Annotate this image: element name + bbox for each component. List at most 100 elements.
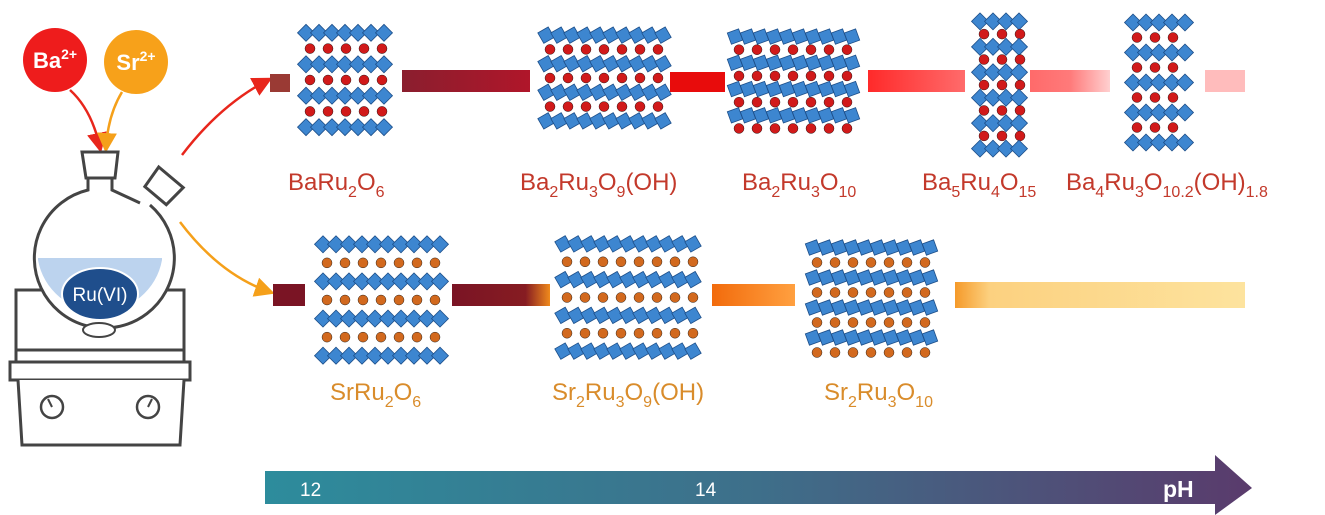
octahedron bbox=[537, 83, 555, 102]
octahedron bbox=[996, 63, 1016, 82]
atom bbox=[561, 292, 573, 303]
octahedron bbox=[309, 118, 329, 137]
octahedron bbox=[576, 54, 594, 73]
octahedron bbox=[378, 235, 398, 254]
atom bbox=[633, 292, 645, 303]
atom bbox=[597, 292, 609, 303]
octahedron bbox=[593, 306, 611, 325]
crystal-structure bbox=[296, 23, 396, 137]
octahedron bbox=[589, 112, 607, 130]
atom bbox=[411, 294, 423, 306]
crystal-structure bbox=[1123, 13, 1195, 152]
octahedron bbox=[921, 269, 939, 286]
octahedron bbox=[615, 83, 633, 102]
atom bbox=[1131, 92, 1143, 103]
atom bbox=[633, 328, 645, 339]
octahedron bbox=[593, 270, 611, 289]
atom bbox=[339, 294, 351, 306]
octahedron bbox=[970, 12, 990, 31]
octahedron bbox=[654, 112, 672, 130]
atom bbox=[597, 328, 609, 339]
bar-segment bbox=[868, 70, 965, 92]
phase-formula: SrRu2O6 bbox=[330, 379, 421, 411]
octahedron bbox=[606, 270, 624, 289]
octahedron bbox=[391, 346, 411, 365]
octahedron bbox=[352, 272, 372, 291]
atom bbox=[865, 257, 877, 268]
atom bbox=[321, 331, 333, 343]
octahedron bbox=[296, 118, 316, 137]
atom bbox=[340, 43, 352, 54]
octahedron bbox=[602, 83, 620, 102]
atom bbox=[769, 70, 781, 82]
formula-text: Ru bbox=[780, 169, 811, 196]
octahedron bbox=[365, 309, 385, 328]
octahedron bbox=[554, 270, 572, 289]
atom bbox=[633, 256, 645, 267]
atom bbox=[919, 257, 931, 268]
atom bbox=[634, 44, 646, 55]
octahedron bbox=[348, 118, 368, 137]
octahedron bbox=[684, 235, 702, 253]
atom bbox=[561, 256, 573, 267]
octahedron bbox=[1123, 13, 1143, 32]
formula-text: O bbox=[897, 379, 916, 406]
octahedron bbox=[589, 83, 607, 102]
octahedron bbox=[1149, 103, 1169, 122]
atom bbox=[787, 96, 799, 108]
octahedron bbox=[921, 329, 939, 346]
octahedron bbox=[645, 342, 663, 360]
octahedron bbox=[996, 139, 1016, 158]
octahedron bbox=[843, 107, 861, 124]
subscript: 2 bbox=[771, 184, 780, 201]
octahedron bbox=[658, 235, 676, 253]
octahedron bbox=[348, 86, 368, 105]
octahedron bbox=[374, 86, 394, 105]
octahedron bbox=[391, 235, 411, 254]
subscript: 10 bbox=[839, 184, 857, 201]
octahedron bbox=[641, 112, 659, 130]
bar-segment bbox=[670, 72, 725, 92]
octahedron bbox=[365, 235, 385, 254]
octahedron bbox=[1162, 133, 1182, 152]
subscript: 2 bbox=[348, 184, 357, 201]
atom bbox=[304, 43, 316, 54]
octahedron bbox=[567, 306, 585, 325]
atom bbox=[847, 317, 859, 328]
formula-text: O bbox=[1144, 169, 1163, 196]
atom bbox=[919, 347, 931, 358]
octahedron bbox=[658, 270, 676, 289]
octahedron bbox=[309, 23, 329, 42]
octahedron bbox=[619, 270, 637, 289]
atom bbox=[787, 123, 799, 134]
atom bbox=[393, 294, 405, 306]
atom bbox=[847, 287, 859, 298]
octahedron bbox=[563, 54, 581, 73]
atom bbox=[651, 256, 663, 267]
octahedron bbox=[843, 54, 861, 72]
formula-text: (OH) bbox=[625, 169, 677, 196]
bar-segment bbox=[273, 284, 305, 306]
octahedron bbox=[996, 12, 1016, 31]
octahedron bbox=[970, 63, 990, 82]
atom bbox=[996, 105, 1008, 116]
atom bbox=[616, 44, 628, 55]
octahedron bbox=[1009, 139, 1029, 158]
atom bbox=[996, 28, 1008, 40]
atom bbox=[580, 72, 592, 84]
atom bbox=[339, 331, 351, 343]
atom bbox=[579, 328, 591, 339]
crystal-structure bbox=[804, 239, 945, 360]
bar-segment bbox=[452, 284, 550, 306]
atom bbox=[751, 96, 763, 108]
octahedron bbox=[554, 342, 572, 360]
atom bbox=[811, 257, 823, 268]
ion-charge: 2+ bbox=[61, 46, 77, 62]
phase-formula: Ba2Ru3O10 bbox=[742, 169, 856, 201]
atom bbox=[1014, 28, 1026, 40]
octahedron bbox=[309, 55, 329, 74]
atom bbox=[841, 123, 853, 134]
ion-label: Sr2+ bbox=[116, 48, 155, 75]
octahedron bbox=[374, 118, 394, 137]
